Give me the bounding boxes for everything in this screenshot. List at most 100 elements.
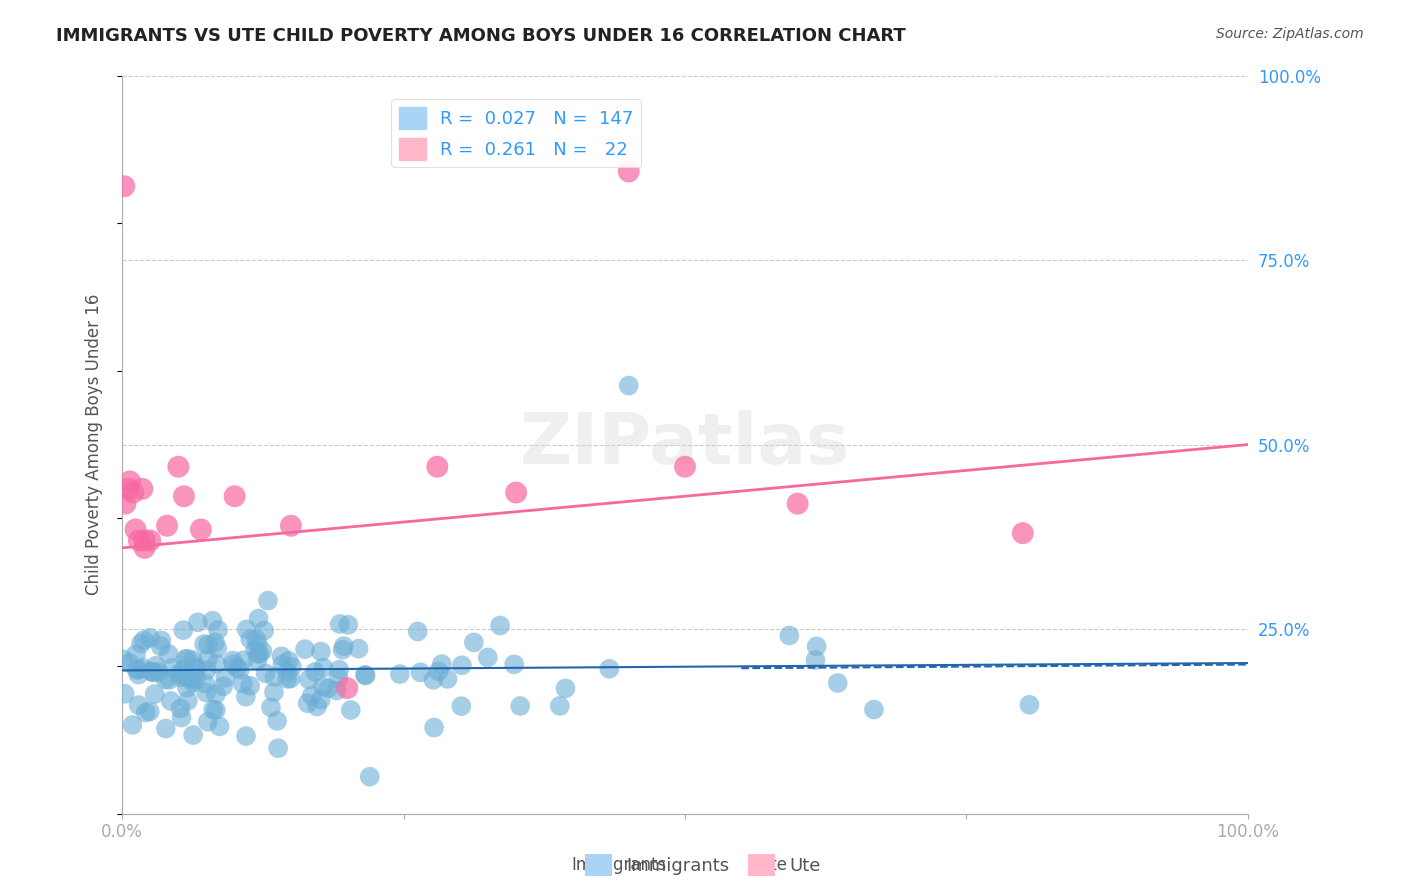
Point [205,687,228,701]
Point [173,489,195,503]
Point [148,665,170,679]
Point [312,680,335,694]
Point [187,615,209,630]
Point [309,644,332,658]
Point [141,665,163,679]
Point [333,639,356,653]
Point [157,673,180,687]
Point [422,673,444,687]
Point [260,700,283,714]
Point [212,679,235,693]
Point [142,665,165,680]
Point [316,681,339,695]
Point [128,698,150,712]
Point [156,518,179,533]
Point [307,699,329,714]
Point [162,661,184,675]
Point [277,654,299,668]
Point [406,624,429,639]
Point [224,489,246,503]
Point [554,681,576,696]
Point [176,670,198,684]
Point [176,669,198,683]
Point [451,658,474,673]
Point [304,665,326,679]
Point [423,721,446,735]
Point [127,667,149,681]
Point [155,673,177,687]
Point [617,164,640,178]
Point [150,633,173,648]
Point [827,676,849,690]
Point [118,475,141,489]
Point [239,632,262,647]
Point [280,518,302,533]
Point [204,703,226,717]
Point [145,658,167,673]
Point [122,485,145,500]
Point [114,497,136,511]
Point [388,667,411,681]
Point [181,653,204,667]
Point [673,459,696,474]
Point [257,593,280,607]
Point [186,661,208,675]
Point [181,675,204,690]
Point [135,706,157,720]
Point [207,623,229,637]
Point [239,679,262,693]
Point [132,633,155,648]
Point [430,657,453,672]
Point [134,533,156,548]
Point [806,640,828,654]
Point [195,663,218,677]
Point [202,703,225,717]
Point [359,770,381,784]
Point [263,670,285,684]
Point [503,657,526,672]
Legend: R =  0.027   N =  147, R =  0.261   N =   22: R = 0.027 N = 147, R = 0.261 N = 22 [391,99,641,167]
Point [201,614,224,628]
Point [235,729,257,743]
Point [409,665,432,680]
Point [170,710,193,724]
Point [247,611,270,625]
Point [301,689,323,703]
Point [214,671,236,685]
Point [477,650,499,665]
Point [132,661,155,675]
Point [332,642,354,657]
Point [128,533,150,548]
Point [157,647,180,661]
Point [181,728,204,742]
Point [208,719,231,733]
Point [128,663,150,677]
Point [617,378,640,392]
Point [354,668,377,682]
Point [172,663,194,677]
Point [267,741,290,756]
Point [155,722,177,736]
Text: IMMIGRANTS VS UTE CHILD POVERTY AMONG BOYS UNDER 16 CORRELATION CHART: IMMIGRANTS VS UTE CHILD POVERTY AMONG BO… [56,27,905,45]
Point [118,656,141,670]
Point [328,663,350,677]
Point [177,694,200,708]
Point [112,179,135,194]
Point [243,643,266,657]
Point [1011,526,1033,541]
Point [489,618,512,632]
Point [354,668,377,682]
Text: Immigrants: Immigrants [571,855,666,873]
Text: Source: ZipAtlas.com: Source: ZipAtlas.com [1216,27,1364,41]
Point [548,698,571,713]
Point [197,652,219,666]
Point [328,671,350,685]
Point [176,651,198,665]
Point [505,485,527,500]
Point [229,663,252,677]
Point [186,671,208,685]
Point [222,653,245,667]
Point [197,638,219,652]
Point [129,637,152,651]
Point [139,533,162,548]
